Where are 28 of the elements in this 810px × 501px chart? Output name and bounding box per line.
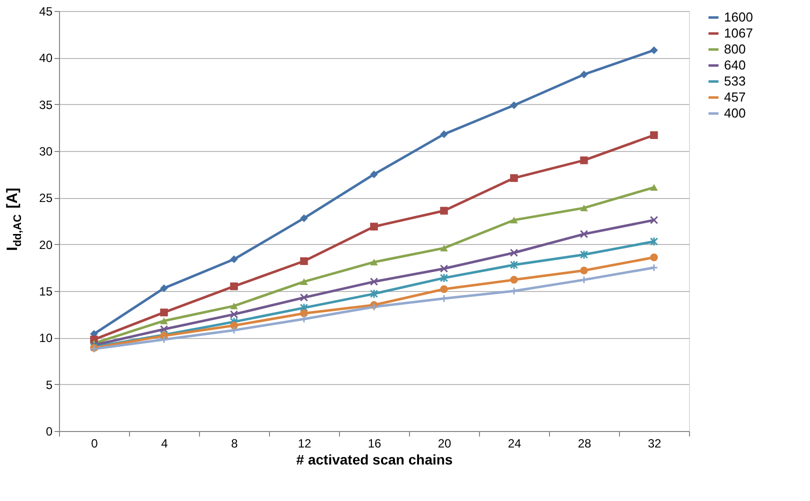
- legend-label: 1600: [724, 10, 753, 24]
- y-tick-label: 35: [39, 98, 53, 112]
- x-tick-label: 4: [161, 436, 168, 450]
- legend-label: 800: [724, 42, 746, 56]
- x-tick-label: 28: [578, 436, 592, 450]
- y-tick-label: 5: [46, 378, 53, 392]
- legend-label: 1067: [724, 26, 753, 40]
- y-tick-label: 30: [39, 144, 53, 158]
- x-axis-title: # activated scan chains: [296, 452, 453, 468]
- x-tick-label: 32: [648, 436, 662, 450]
- legend-label: 533: [724, 74, 746, 88]
- x-tick-label: 24: [508, 436, 522, 450]
- y-tick-label: 15: [39, 284, 53, 298]
- legend-label: 400: [724, 106, 746, 120]
- x-tick-label: 0: [91, 436, 98, 450]
- x-tick-label: 20: [438, 436, 452, 450]
- y-tick-label: 25: [39, 191, 53, 206]
- y-tick-label: 40: [39, 51, 53, 66]
- y-tick-label: 20: [39, 238, 53, 252]
- legend-label: 640: [724, 58, 746, 72]
- y-tick-label: 45: [39, 4, 53, 18]
- y-tick-label: 10: [39, 331, 53, 346]
- y-axis-title: Idd,AC [A]: [4, 188, 24, 251]
- y-tick-label: 0: [46, 424, 53, 438]
- legend-label: 457: [724, 90, 746, 104]
- x-tick-label: 8: [231, 436, 238, 450]
- x-tick-label: 12: [298, 436, 312, 450]
- x-tick-label: 16: [368, 436, 382, 450]
